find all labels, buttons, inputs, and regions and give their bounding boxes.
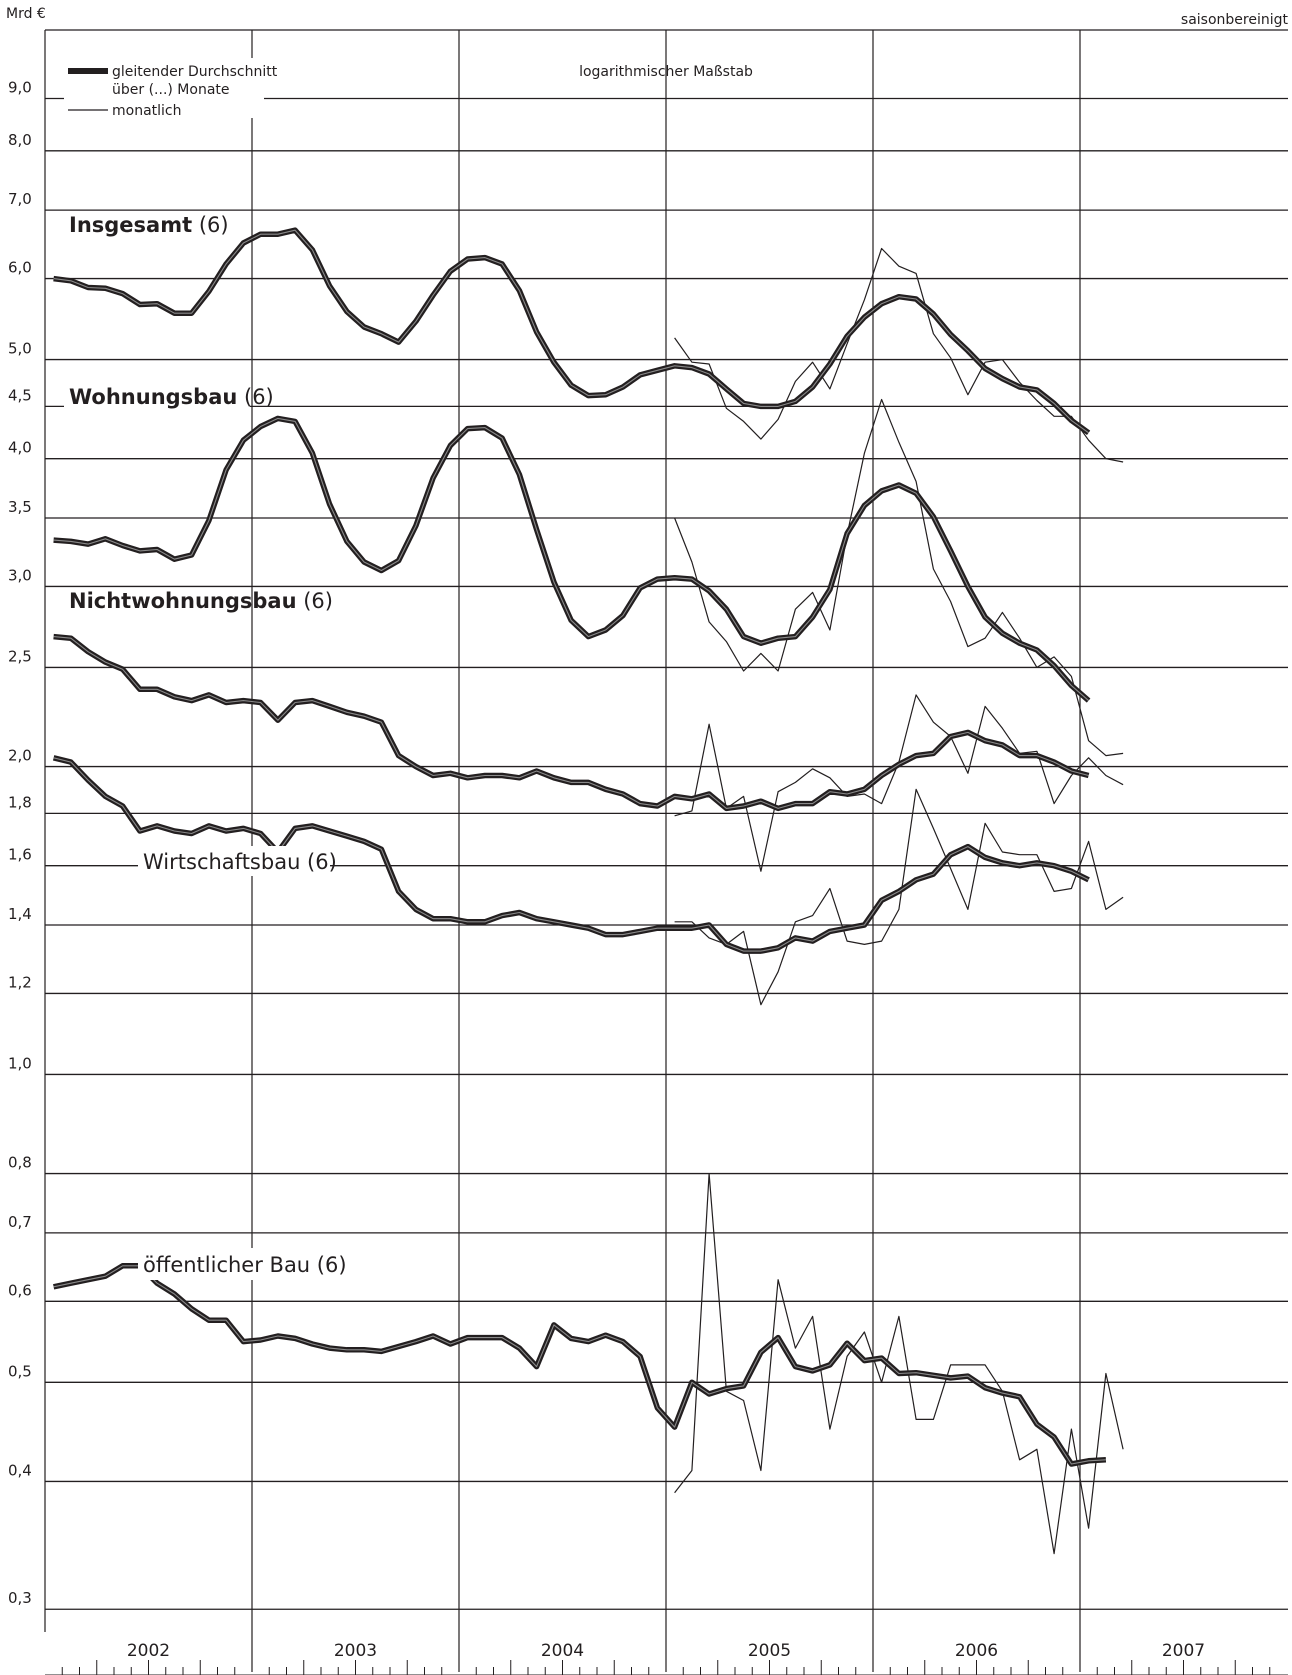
y-tick-label: 2,5 — [8, 647, 32, 665]
legend-moving-average-label-2: über (...) Monate — [112, 82, 230, 98]
y-tick-label: 0,4 — [8, 1461, 32, 1479]
y-axis: 0,3 0,4 0,5 0,6 0,7 0,8 1,0 1,2 1,4 1,6 1,8 2,0 2,5 3… — [8, 78, 32, 1607]
y-tick-label: 4,5 — [8, 386, 32, 404]
legend-moving-average-label: gleitender Durchschnitt — [112, 64, 278, 80]
y-tick-label: 0,8 — [8, 1154, 32, 1172]
series-labels: Insgesamt (6) Wohnungsbau (6) Nichtwohnu… — [64, 213, 347, 1280]
wohnungsbau-moving-average-highlight — [53, 417, 1089, 702]
öffentlicher-bau-monthly-line — [674, 1172, 1124, 1555]
y-tick-label: 0,7 — [8, 1213, 32, 1231]
seasonal-note: saisonbereinigt — [1181, 12, 1289, 28]
wohnungsbau-monthly-line — [674, 398, 1124, 757]
y-tick-label: 3,5 — [8, 498, 32, 516]
wirtschaftsbau-moving-average-highlight — [53, 757, 1089, 952]
year-label: 2003 — [334, 1641, 377, 1661]
legend: gleitender Durchschnitt über (...) Monat… — [64, 58, 278, 119]
nichtwohnungsbau-monthly-line — [674, 694, 1124, 872]
y-tick-label: 0,5 — [8, 1362, 32, 1380]
y-tick-label: 1,6 — [8, 846, 32, 864]
y-tick-label: 0,6 — [8, 1281, 32, 1299]
year-label: 2004 — [541, 1641, 584, 1661]
y-tick-label: 2,0 — [8, 747, 32, 765]
year-label: 2006 — [955, 1641, 998, 1661]
y-tick-label: 1,4 — [8, 905, 32, 923]
nichtwohnungsbau-moving-average-highlight — [53, 636, 1089, 809]
insgesamt-monthly-line — [674, 247, 1124, 463]
year-label: 2002 — [127, 1641, 170, 1661]
insgesamt-label: Insgesamt (6) — [69, 213, 229, 237]
wohnungsbau-label: Wohnungsbau (6) — [69, 385, 274, 409]
öffentlicher-bau-moving-average-highlight — [53, 1265, 1106, 1465]
insgesamt-moving-average-highlight — [53, 229, 1089, 434]
y-tick-label: 3,0 — [8, 566, 32, 584]
y-tick-label: 1,8 — [8, 793, 32, 811]
data-lines — [52, 227, 1124, 1555]
y-tick-label: 4,0 — [8, 439, 32, 457]
wohnungsbau-moving-average-line — [53, 415, 1091, 703]
wirtschaftsbau-monthly-line — [674, 788, 1124, 1006]
y-tick-label: 8,0 — [8, 131, 32, 149]
y-tick-label: 1,2 — [8, 973, 32, 991]
y-tick-label: 5,0 — [8, 340, 32, 358]
y-tick-label: 0,3 — [8, 1589, 32, 1607]
nichtwohnungsbau-label: Nichtwohnungsbau (6) — [69, 589, 333, 613]
wirtschaftsbau-label: Wirtschaftsbau (6) — [143, 850, 337, 874]
year-label: 2005 — [748, 1641, 791, 1661]
x-axis: 2002 2003 2004 2005 2006 2007 — [45, 1641, 1288, 1675]
y-tick-label: 7,0 — [8, 190, 32, 208]
öffentlicher-bau-moving-average-line — [53, 1263, 1107, 1467]
y-tick-label: 1,0 — [8, 1054, 32, 1072]
unit-label: Mrd € — [6, 6, 46, 22]
legend-monthly-label: monatlich — [112, 103, 182, 119]
scale-note: logarithmischer Maßstab — [579, 64, 753, 80]
year-label: 2007 — [1162, 1641, 1205, 1661]
y-tick-label: 6,0 — [8, 259, 32, 277]
y-tick-label: 9,0 — [8, 78, 32, 96]
oeffentlicher-bau-label: öffentlicher Bau (6) — [143, 1253, 347, 1277]
